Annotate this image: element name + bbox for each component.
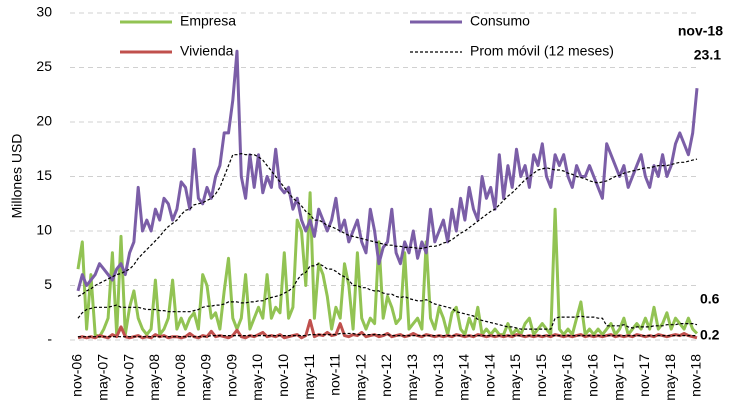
y-tick-label: 10 (36, 222, 52, 238)
x-tick-label: nov-09 (223, 354, 239, 397)
x-tick-label: may-11 (301, 354, 317, 400)
series-line (76, 191, 699, 339)
x-tick-label: nov-12 (378, 354, 394, 397)
moving-average-line (77, 153, 698, 297)
x-tick-label: may-18 (662, 354, 678, 401)
x-tick-label: nov-14 (481, 354, 497, 397)
x-tick-label: nov-10 (275, 354, 291, 397)
y-tick-label: - (47, 331, 52, 347)
annotation: 0.6 (700, 291, 720, 307)
x-tick-label: nov-17 (636, 354, 652, 397)
x-tick-label: may-07 (94, 354, 110, 401)
legend-label: Consumo (470, 13, 530, 29)
x-tick-label: may-10 (249, 354, 265, 401)
y-tick-label: 30 (36, 4, 52, 20)
x-tick-label: nov-16 (585, 354, 601, 397)
moving-average-line (78, 332, 697, 338)
x-tick-label: nov-18 (688, 354, 704, 397)
annotation: nov-18 (678, 23, 723, 39)
x-tick-label: may-17 (610, 354, 626, 401)
annotation: 23.1 (694, 47, 721, 63)
x-tick-label: may-09 (198, 354, 214, 401)
series-line (77, 318, 698, 340)
series-line (76, 49, 699, 292)
y-axis-label: Millones USD (9, 134, 25, 219)
x-tick-label: may-08 (146, 354, 162, 401)
x-tick-label: may-16 (559, 354, 575, 401)
x-tick-label: may-14 (456, 354, 472, 401)
x-tick-label: nov-06 (69, 354, 85, 397)
x-tick-label: nov-11 (327, 354, 343, 396)
legend-label: Empresa (180, 13, 236, 29)
y-tick-label: 5 (44, 276, 52, 292)
moving-average-line (77, 263, 698, 330)
y-tick-label: 20 (36, 113, 52, 129)
y-tick-label: 25 (36, 58, 52, 74)
x-tick-label: nov-13 (430, 354, 446, 397)
x-tick-label: nov-15 (533, 354, 549, 397)
x-tick-label: may-15 (507, 354, 523, 401)
legend-label: Prom móvil (12 meses) (470, 43, 614, 59)
x-tick-label: nov-08 (172, 354, 188, 397)
x-tick-label: nov-07 (120, 354, 136, 397)
x-tick-label: may-12 (352, 354, 368, 401)
y-tick-label: 15 (36, 167, 52, 183)
legend-label: Vivienda (180, 43, 234, 59)
annotation: 0.2 (700, 327, 720, 343)
x-tick-label: may-13 (404, 354, 420, 401)
